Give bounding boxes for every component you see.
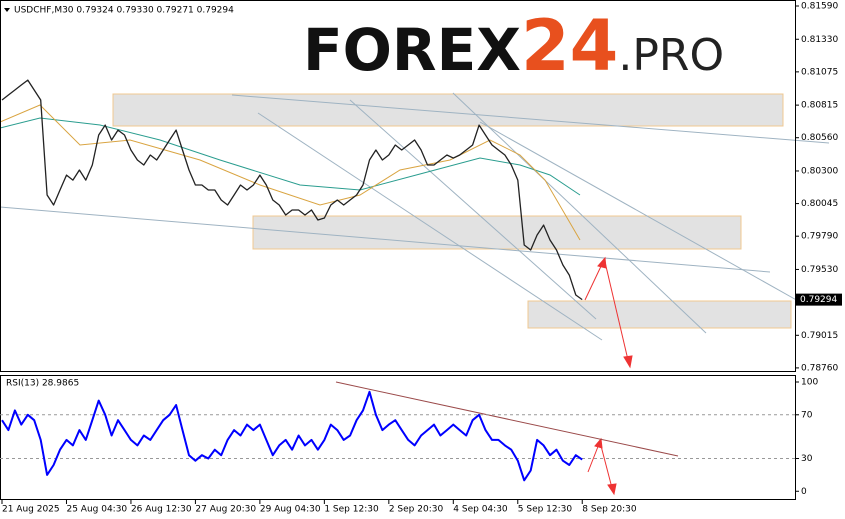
y-tick-label: 0.78760: [801, 363, 838, 373]
x-tick-label: 27 Aug 20:30: [195, 505, 256, 515]
y-tick-label: 0.79790: [801, 232, 838, 242]
logo-suffix: .PRO: [618, 30, 724, 81]
x-tick-label: 1 Sep 12:30: [324, 505, 379, 515]
x-tick-label: 26 Aug 12:30: [131, 505, 192, 515]
y-tick-label: 0.79530: [801, 265, 838, 275]
y-tick-label: 30: [801, 454, 813, 464]
y-tick-label: 0.80300: [801, 166, 838, 176]
y-tick-label: 70: [801, 410, 813, 420]
forecast-arrows: [584, 256, 633, 496]
x-tick-label: 5 Sep 12:30: [518, 505, 573, 515]
price-line: [1, 79, 583, 301]
y-tick-label: 0.81590: [801, 2, 838, 12]
x-tick-label: 2 Sep 20:30: [389, 505, 444, 515]
y-tick-label: 0.80560: [801, 133, 838, 143]
y-tick-label: 0.81075: [801, 67, 838, 77]
moving-average-fast: [0, 104, 581, 241]
y-tick-label: 0.81330: [801, 35, 838, 45]
price-title: USDCHF,M30 0.79324 0.79330 0.79271 0.792…: [14, 6, 234, 16]
price-panel-border: [0, 0, 796, 372]
last-price-box: [796, 293, 842, 306]
y-tick-label: 0.79015: [801, 331, 838, 341]
dropdown-icon: [4, 8, 10, 12]
x-tick-label: 8 Sep 20:30: [582, 505, 637, 515]
watermark: FOREX24.PRO: [303, 5, 724, 87]
moving-average-slow: [0, 117, 581, 196]
rsi-title: RSI(13) 28.9865: [6, 379, 79, 389]
x-tick-label: 29 Aug 04:30: [260, 505, 321, 515]
target-zone: [527, 300, 792, 329]
trend-lines: [0, 92, 830, 341]
y-tick-label: 0.80815: [801, 101, 838, 111]
logo-number: 24: [521, 5, 618, 87]
x-tick-label: 21 Aug 2025: [2, 505, 60, 515]
rsi-line: [1, 390, 583, 482]
y-tick-label: 0: [801, 487, 807, 497]
resistance-zone: [112, 93, 784, 127]
rsi-panel-border: [0, 375, 796, 500]
y-tick-label: 100: [801, 378, 818, 388]
y-tick-label: 0.80045: [801, 199, 838, 209]
x-tick-label: 25 Aug 04:30: [66, 505, 127, 515]
logo-main: FOREX: [303, 16, 521, 84]
support-zone: [252, 215, 742, 250]
last-price-label: 0.79294: [800, 295, 837, 305]
x-tick-label: 4 Sep 04:30: [453, 505, 508, 515]
rsi-trend-line: [335, 381, 679, 457]
